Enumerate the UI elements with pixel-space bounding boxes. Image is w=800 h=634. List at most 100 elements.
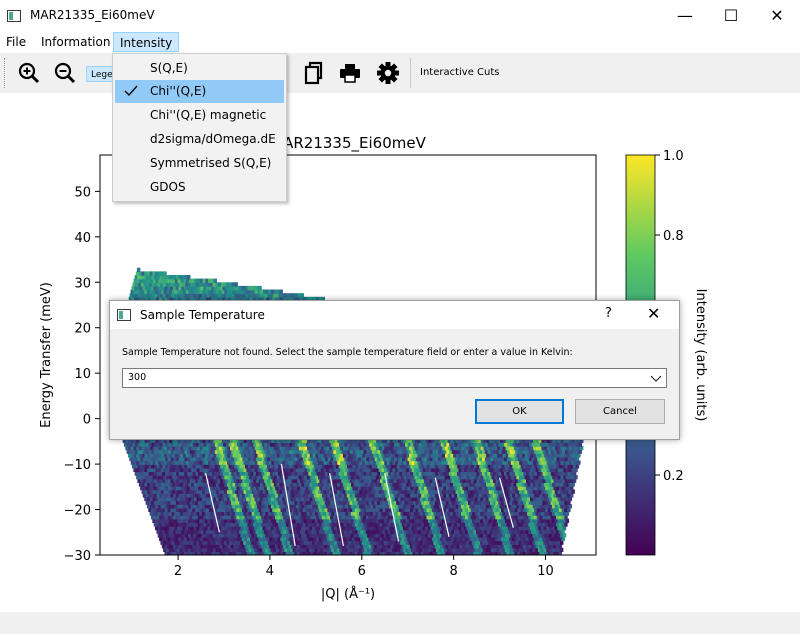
heatmap-cell xyxy=(470,507,475,513)
maximize-button[interactable]: ☐ xyxy=(723,6,739,25)
zoom-out-icon[interactable] xyxy=(50,58,80,88)
heatmap-cell xyxy=(544,544,549,549)
heatmap-cell xyxy=(306,489,311,494)
heatmap-cell xyxy=(403,489,407,494)
heatmap-cell xyxy=(268,511,272,516)
heatmap-cell xyxy=(272,485,276,491)
heatmap-cell xyxy=(255,536,259,542)
heatmap-cell xyxy=(199,533,203,538)
interactive-cuts-button[interactable]: Interactive Cuts xyxy=(420,67,500,78)
heatmap-cell xyxy=(521,489,526,494)
heatmap-cell xyxy=(485,489,490,494)
heatmap-cell xyxy=(352,485,356,491)
heatmap-cell xyxy=(270,504,275,509)
menu-information[interactable]: Information xyxy=(41,35,111,49)
heatmap-cell xyxy=(443,507,447,513)
heatmap-cell xyxy=(473,522,477,527)
heatmap-cell xyxy=(308,507,312,513)
heatmap-cell xyxy=(365,522,370,527)
heatmap-cell xyxy=(257,496,261,502)
heatmap-cell xyxy=(437,551,441,555)
heatmap-cell xyxy=(509,529,513,534)
heatmap-cell xyxy=(509,485,513,491)
heatmap-cell xyxy=(497,482,501,487)
heatmap-cell xyxy=(502,525,506,531)
heatmap-cell xyxy=(561,500,566,505)
heatmap-cell xyxy=(312,518,316,523)
heatmap-cell xyxy=(250,485,254,491)
menu-intensity[interactable]: Intensity xyxy=(113,32,180,52)
minimize-button[interactable]: — xyxy=(677,6,693,25)
heatmap-cell xyxy=(456,500,461,505)
heatmap-cell xyxy=(164,493,169,498)
print-icon[interactable] xyxy=(335,58,365,88)
heatmap-cell xyxy=(268,496,272,502)
heatmap-cell xyxy=(226,525,231,531)
heatmap-cell xyxy=(489,551,494,555)
heatmap-cell xyxy=(234,540,239,545)
heatmap-cell xyxy=(463,482,468,487)
heatmap-cell xyxy=(346,485,351,491)
heatmap-cell xyxy=(204,540,208,545)
copy-icon[interactable] xyxy=(298,58,328,88)
heatmap-cell xyxy=(345,533,349,538)
heatmap-cell xyxy=(312,525,316,531)
heatmap-cell xyxy=(413,547,418,553)
heatmap-cell xyxy=(172,536,177,542)
heatmap-cell xyxy=(328,496,333,502)
heatmap-cell xyxy=(446,493,450,498)
heatmap-cell xyxy=(159,507,163,513)
heatmap-cell xyxy=(407,485,411,491)
zoom-in-icon[interactable] xyxy=(14,58,44,88)
settings-gear-icon[interactable] xyxy=(373,58,403,88)
heatmap-cell xyxy=(190,540,195,545)
heatmap-cell xyxy=(398,551,403,555)
heatmap-cell xyxy=(183,551,188,555)
heatmap-cell xyxy=(199,547,203,553)
heatmap-cell xyxy=(323,489,327,494)
heatmap-cell xyxy=(334,525,338,531)
toolbar-grip[interactable] xyxy=(4,58,9,88)
heatmap-cell xyxy=(384,551,389,555)
heatmap-cell xyxy=(193,547,197,553)
heatmap-cell xyxy=(168,540,173,545)
heatmap-cell xyxy=(382,544,386,549)
heatmap-cell xyxy=(287,511,291,516)
heatmap-cell xyxy=(522,544,527,549)
heatmap-cell xyxy=(382,500,386,505)
heatmap-cell xyxy=(201,525,206,531)
heatmap-cell xyxy=(219,536,224,542)
heatmap-cell xyxy=(339,547,343,553)
heatmap-cell xyxy=(337,489,341,494)
heatmap-cell xyxy=(494,496,498,502)
heatmap-cell xyxy=(560,496,564,502)
heatmap-cell xyxy=(240,547,244,553)
heatmap-cell xyxy=(152,496,156,502)
heatmap-cell xyxy=(454,515,458,520)
heatmap-cell xyxy=(452,525,457,531)
heatmap-cell xyxy=(416,504,421,509)
close-button[interactable]: ✕ xyxy=(770,6,784,25)
heatmap-cell xyxy=(523,507,527,513)
heatmap-cell xyxy=(422,540,426,545)
heatmap-cell xyxy=(503,485,508,491)
heatmap-cell xyxy=(225,522,229,527)
heatmap-cell xyxy=(445,536,450,542)
heatmap-cell xyxy=(502,489,506,494)
heatmap-cell xyxy=(335,507,340,513)
heatmap-cell xyxy=(309,540,313,545)
heatmap-cell xyxy=(274,522,279,527)
heatmap-cell xyxy=(313,529,317,534)
heatmap-cell xyxy=(196,482,201,487)
heatmap-cell xyxy=(535,482,540,487)
heatmap-cell xyxy=(255,544,259,549)
heatmap-cell xyxy=(451,485,455,491)
heatmap-cell xyxy=(419,511,424,516)
heatmap-cell xyxy=(283,515,287,520)
heatmap-cell xyxy=(327,493,331,498)
heatmap-cell xyxy=(396,515,400,520)
heatmap-cell xyxy=(351,544,356,549)
heatmap-cell xyxy=(386,482,391,487)
menu-file[interactable]: File xyxy=(6,35,27,49)
heatmap-cell xyxy=(512,507,516,513)
